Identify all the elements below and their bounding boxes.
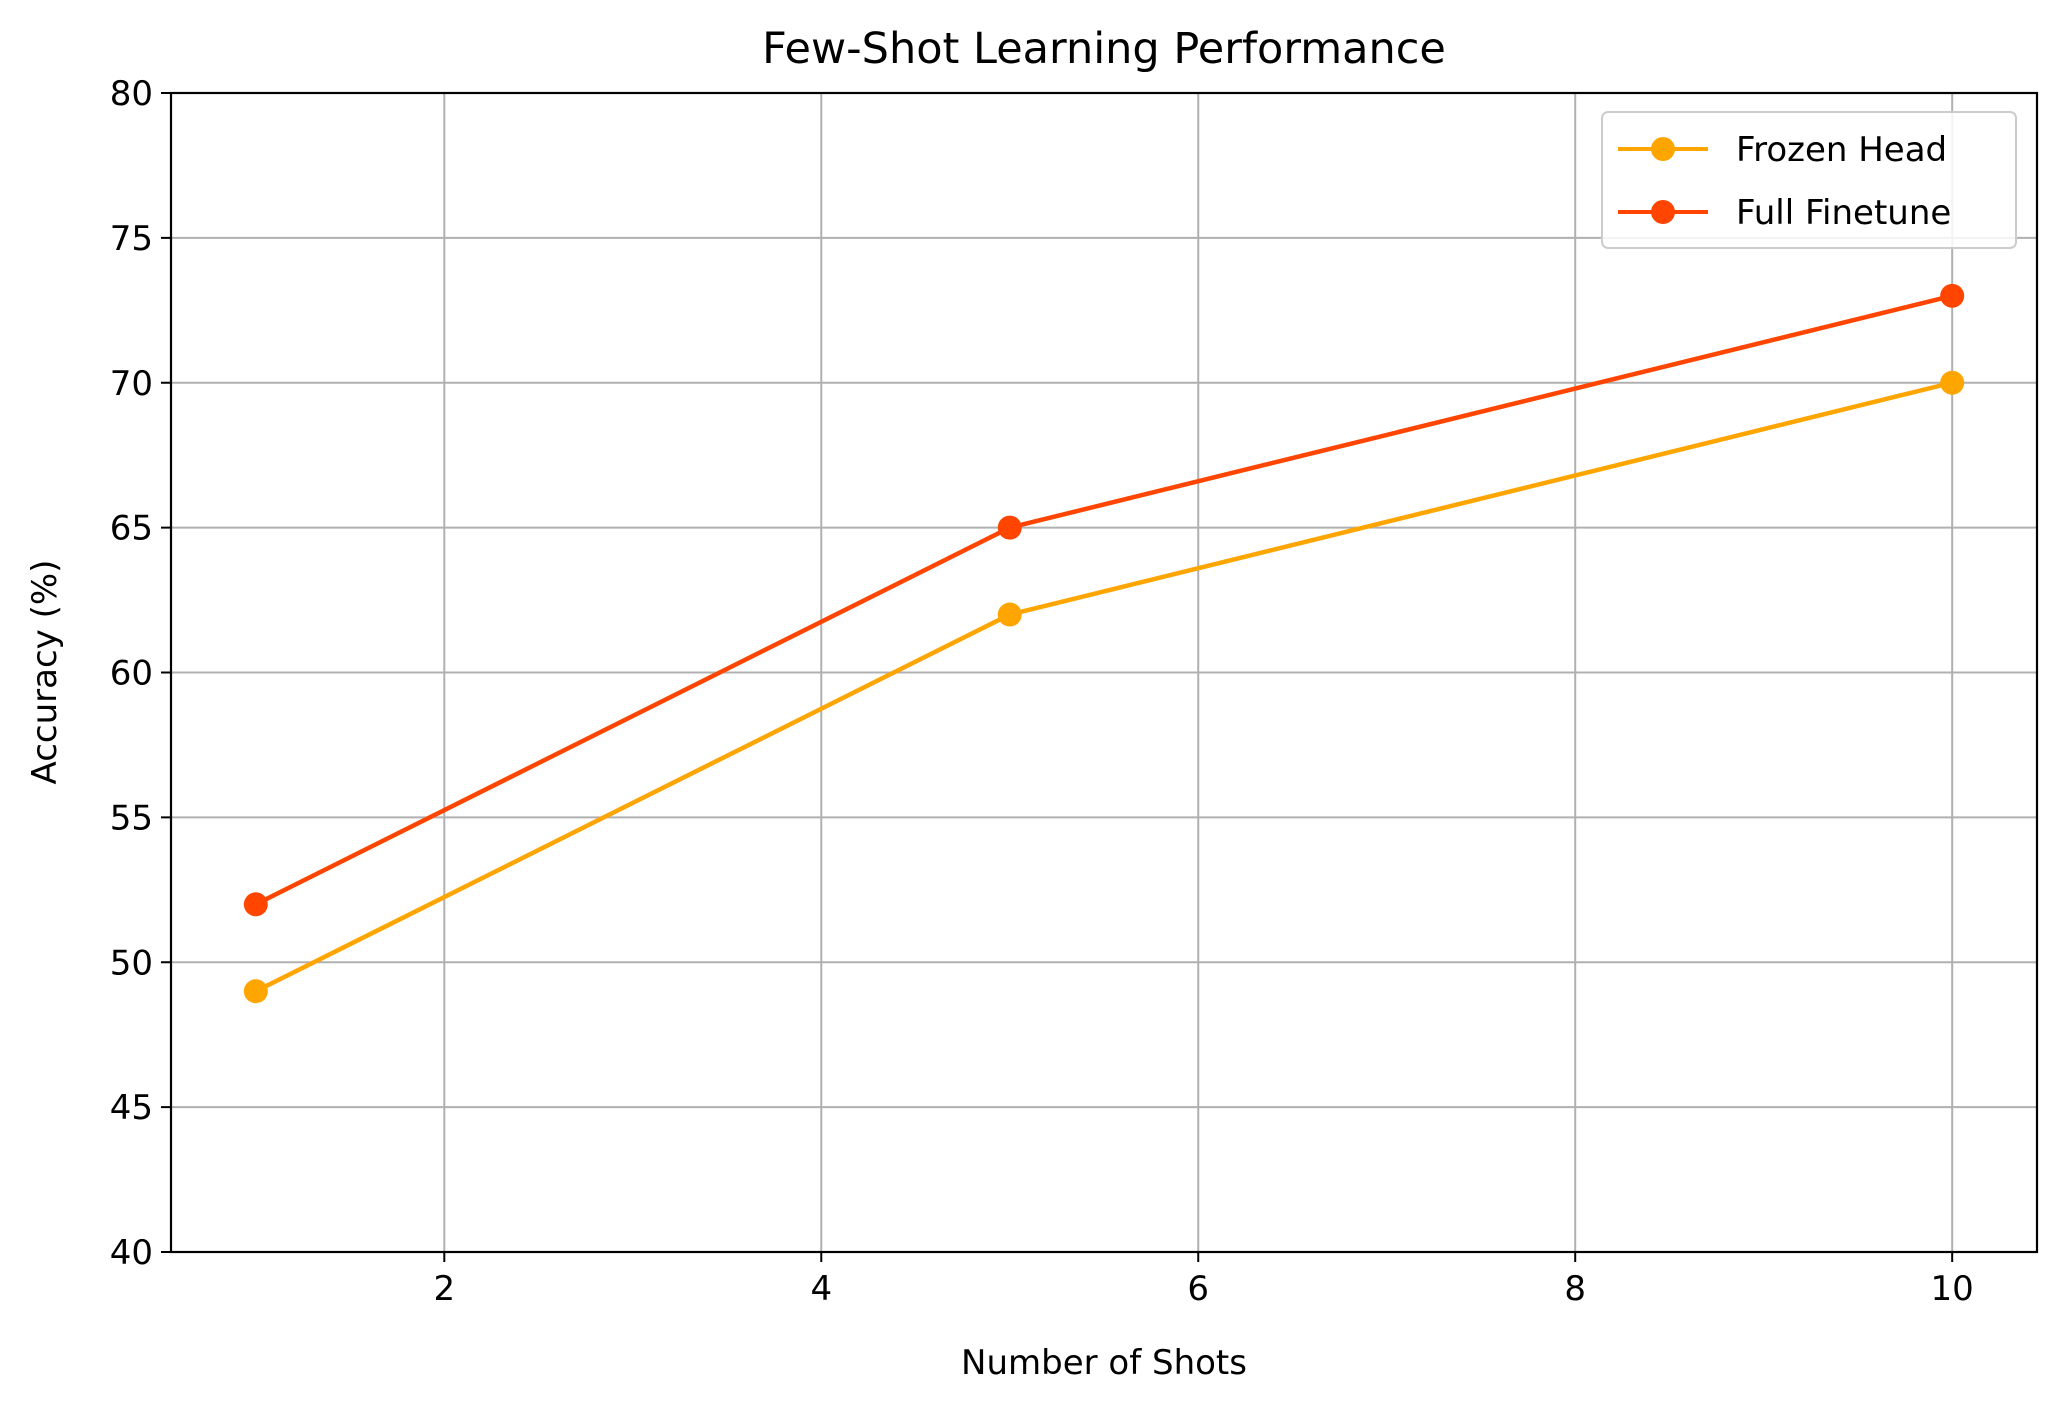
legend-marker-frozen-head xyxy=(1651,137,1675,161)
y-tick-label: 65 xyxy=(110,509,153,549)
y-tick-label: 40 xyxy=(110,1233,153,1273)
y-tick-label: 70 xyxy=(110,364,153,404)
x-tick-label: 2 xyxy=(433,1269,455,1309)
data-point-frozen-head xyxy=(243,979,268,1004)
x-tick-label: 8 xyxy=(1564,1269,1586,1309)
y-tick-label: 60 xyxy=(110,654,153,694)
legend: Frozen Head Full Finetune xyxy=(1601,111,2017,249)
data-point-frozen-head xyxy=(1940,370,1965,395)
y-tick-label: 50 xyxy=(110,943,153,983)
x-tick-label: 10 xyxy=(1931,1269,1974,1309)
y-tick-label: 75 xyxy=(110,219,153,259)
axis-ticks: 2 4 6 8 10 40 45 50 55 60 65 70 75 80 xyxy=(110,74,1974,1309)
x-tick-label: 4 xyxy=(810,1269,832,1309)
data-point-full-finetune xyxy=(997,515,1022,540)
legend-label-frozen-head: Frozen Head xyxy=(1736,130,1947,170)
legend-marker-full-finetune xyxy=(1651,200,1675,224)
y-axis-label: Accuracy (%) xyxy=(25,560,65,785)
legend-label-full-finetune: Full Finetune xyxy=(1736,193,1951,233)
x-axis-label: Number of Shots xyxy=(961,1343,1247,1383)
data-point-full-finetune xyxy=(1940,283,1965,308)
x-tick-label: 6 xyxy=(1187,1269,1209,1309)
chart-title: Few-Shot Learning Performance xyxy=(762,24,1446,74)
y-tick-label: 55 xyxy=(110,798,153,838)
data-point-full-finetune xyxy=(243,892,268,917)
series-layer xyxy=(243,283,1965,1004)
y-tick-label: 80 xyxy=(110,74,153,114)
data-point-frozen-head xyxy=(997,602,1022,627)
y-tick-label: 45 xyxy=(110,1088,153,1128)
